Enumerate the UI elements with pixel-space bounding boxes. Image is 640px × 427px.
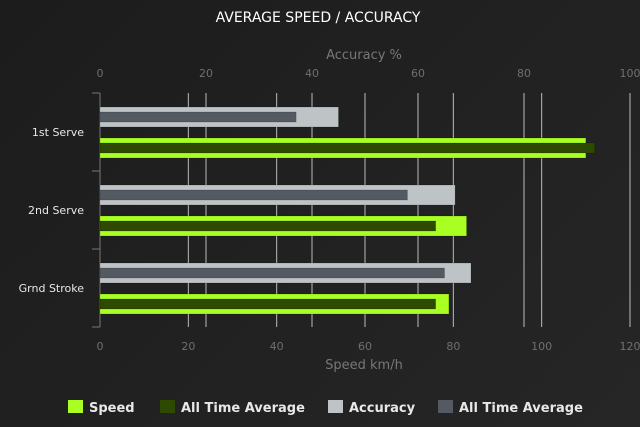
category-label: Grnd Stroke xyxy=(19,282,85,295)
top-tick-label: 100 xyxy=(620,67,640,80)
top-tick-label: 80 xyxy=(517,67,531,80)
top-tick-label: 0 xyxy=(97,67,104,80)
bottom-tick-label: 100 xyxy=(531,340,552,353)
bottom-tick-label: 60 xyxy=(358,340,372,353)
bar-all-time-average xyxy=(99,267,445,279)
bar-all-time-average xyxy=(99,298,436,310)
bar-all-time-average xyxy=(99,189,408,201)
bottom-tick-label: 40 xyxy=(270,340,284,353)
bar-all-time-average xyxy=(99,220,436,232)
bar-all-time-average xyxy=(99,111,297,123)
legend-swatch xyxy=(68,400,83,413)
bottom-tick-label: 120 xyxy=(620,340,640,353)
legend-label: Accuracy xyxy=(349,401,416,416)
bar-all-time-average xyxy=(99,142,595,154)
top-tick-label: 60 xyxy=(411,67,425,80)
legend-swatch xyxy=(438,400,453,413)
legend-label: All Time Average xyxy=(459,401,583,416)
bottom-tick-label: 0 xyxy=(97,340,104,353)
bottom-axis-label: Speed km/h xyxy=(325,358,403,373)
legend-swatch xyxy=(328,400,343,413)
chart-title: AVERAGE SPEED / ACCURACY xyxy=(216,10,421,26)
category-label: 1st Serve xyxy=(32,126,84,139)
bottom-tick-label: 80 xyxy=(446,340,460,353)
category-label: 2nd Serve xyxy=(28,204,84,217)
top-tick-label: 20 xyxy=(199,67,213,80)
top-tick-label: 40 xyxy=(305,67,319,80)
top-axis-label: Accuracy % xyxy=(326,48,402,63)
legend-label: All Time Average xyxy=(181,401,305,416)
legend-label: Speed xyxy=(89,401,135,416)
bottom-tick-label: 20 xyxy=(181,340,195,353)
legend-swatch xyxy=(160,400,175,413)
